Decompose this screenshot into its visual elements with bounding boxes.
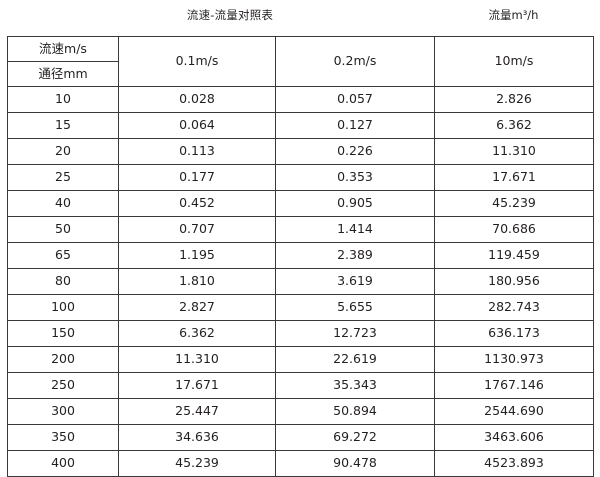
header-corner-diameter-label: 通径mm	[7, 61, 119, 87]
flow-unit-label: 流量m³/h	[488, 8, 539, 22]
cell-flow-02: 35.343	[275, 372, 435, 399]
cell-flow-02: 5.655	[275, 294, 435, 321]
cell-flow-10: 70.686	[434, 216, 594, 243]
table-row: 100 2.827 5.655 282.743	[7, 294, 594, 321]
cell-flow-01: 6.362	[118, 320, 276, 347]
cell-flow-01: 11.310	[118, 346, 276, 373]
flow-velocity-table: 流速m/s 0.1m/s 0.2m/s 10m/s 通径mm 10 0.028 0.…	[7, 36, 594, 477]
cell-flow-02: 90.478	[275, 450, 435, 477]
cell-flow-01: 34.636	[118, 424, 276, 451]
cell-diameter: 25	[7, 164, 119, 191]
cell-flow-10: 282.743	[434, 294, 594, 321]
cell-flow-02: 69.272	[275, 424, 435, 451]
cell-flow-10: 636.173	[434, 320, 594, 347]
cell-flow-10: 11.310	[434, 138, 594, 165]
table-row: 20 0.113 0.226 11.310	[7, 138, 594, 165]
cell-diameter: 40	[7, 190, 119, 217]
cell-diameter: 300	[7, 398, 119, 425]
flow-velocity-table-wrap: 流速m/s 0.1m/s 0.2m/s 10m/s 通径mm 10 0.028 0.…	[7, 36, 594, 477]
column-header-0: 0.1m/s	[118, 36, 276, 87]
cell-flow-10: 6.362	[434, 112, 594, 139]
cell-diameter: 50	[7, 216, 119, 243]
cell-diameter: 15	[7, 112, 119, 139]
header-row-top: 流速m/s 0.1m/s 0.2m/s 10m/s	[7, 36, 594, 87]
table-row: 300 25.447 50.894 2544.690	[7, 398, 594, 425]
cell-flow-02: 12.723	[275, 320, 435, 347]
cell-flow-01: 45.239	[118, 450, 276, 477]
cell-flow-02: 0.905	[275, 190, 435, 217]
cell-diameter: 200	[7, 346, 119, 373]
cell-diameter: 150	[7, 320, 119, 347]
cell-diameter: 20	[7, 138, 119, 165]
column-header-2: 10m/s	[434, 36, 594, 87]
cell-flow-02: 2.389	[275, 242, 435, 269]
table-row: 10 0.028 0.057 2.826	[7, 86, 594, 113]
cell-flow-01: 0.452	[118, 190, 276, 217]
cell-diameter: 10	[7, 86, 119, 113]
table-row: 25 0.177 0.353 17.671	[7, 164, 594, 191]
table-row: 40 0.452 0.905 45.239	[7, 190, 594, 217]
table-row: 250 17.671 35.343 1767.146	[7, 372, 594, 399]
cell-diameter: 400	[7, 450, 119, 477]
table-row: 200 11.310 22.619 1130.973	[7, 346, 594, 373]
header-row-bottom: 通径mm	[7, 61, 594, 87]
cell-diameter: 80	[7, 268, 119, 295]
cell-flow-01: 0.064	[118, 112, 276, 139]
cell-flow-02: 22.619	[275, 346, 435, 373]
cell-diameter: 100	[7, 294, 119, 321]
column-header-1: 0.2m/s	[275, 36, 435, 87]
cell-flow-10: 1130.973	[434, 346, 594, 373]
cell-flow-01: 1.195	[118, 242, 276, 269]
cell-flow-01: 0.707	[118, 216, 276, 243]
cell-flow-10: 4523.893	[434, 450, 594, 477]
cell-flow-02: 1.414	[275, 216, 435, 243]
cell-flow-01: 17.671	[118, 372, 276, 399]
table-row: 80 1.810 3.619 180.956	[7, 268, 594, 295]
table-row: 50 0.707 1.414 70.686	[7, 216, 594, 243]
cell-flow-10: 2544.690	[434, 398, 594, 425]
table-row: 400 45.239 90.478 4523.893	[7, 450, 594, 477]
cell-flow-10: 3463.606	[434, 424, 594, 451]
caption-strip: 流速-流量对照表 流量m³/h	[0, 0, 600, 34]
cell-flow-01: 0.113	[118, 138, 276, 165]
cell-flow-02: 50.894	[275, 398, 435, 425]
header-corner-velocity-label: 流速m/s	[7, 36, 119, 62]
page-title: 流速-流量对照表	[186, 8, 274, 22]
cell-flow-01: 0.028	[118, 86, 276, 113]
table-row: 350 34.636 69.272 3463.606	[7, 424, 594, 451]
cell-flow-01: 1.810	[118, 268, 276, 295]
cell-flow-10: 2.826	[434, 86, 594, 113]
cell-flow-10: 1767.146	[434, 372, 594, 399]
cell-diameter: 65	[7, 242, 119, 269]
cell-flow-02: 0.127	[275, 112, 435, 139]
cell-flow-02: 0.353	[275, 164, 435, 191]
table-row: 15 0.064 0.127 6.362	[7, 112, 594, 139]
table-body: 流速m/s 0.1m/s 0.2m/s 10m/s 通径mm 10 0.028 0.…	[7, 36, 594, 477]
cell-flow-10: 45.239	[434, 190, 594, 217]
cell-flow-10: 180.956	[434, 268, 594, 295]
cell-flow-10: 17.671	[434, 164, 594, 191]
cell-flow-10: 119.459	[434, 242, 594, 269]
table-row: 150 6.362 12.723 636.173	[7, 320, 594, 347]
cell-diameter: 250	[7, 372, 119, 399]
cell-flow-02: 3.619	[275, 268, 435, 295]
cell-flow-02: 0.057	[275, 86, 435, 113]
cell-diameter: 350	[7, 424, 119, 451]
cell-flow-01: 25.447	[118, 398, 276, 425]
table-row: 65 1.195 2.389 119.459	[7, 242, 594, 269]
cell-flow-01: 0.177	[118, 164, 276, 191]
cell-flow-02: 0.226	[275, 138, 435, 165]
cell-flow-01: 2.827	[118, 294, 276, 321]
